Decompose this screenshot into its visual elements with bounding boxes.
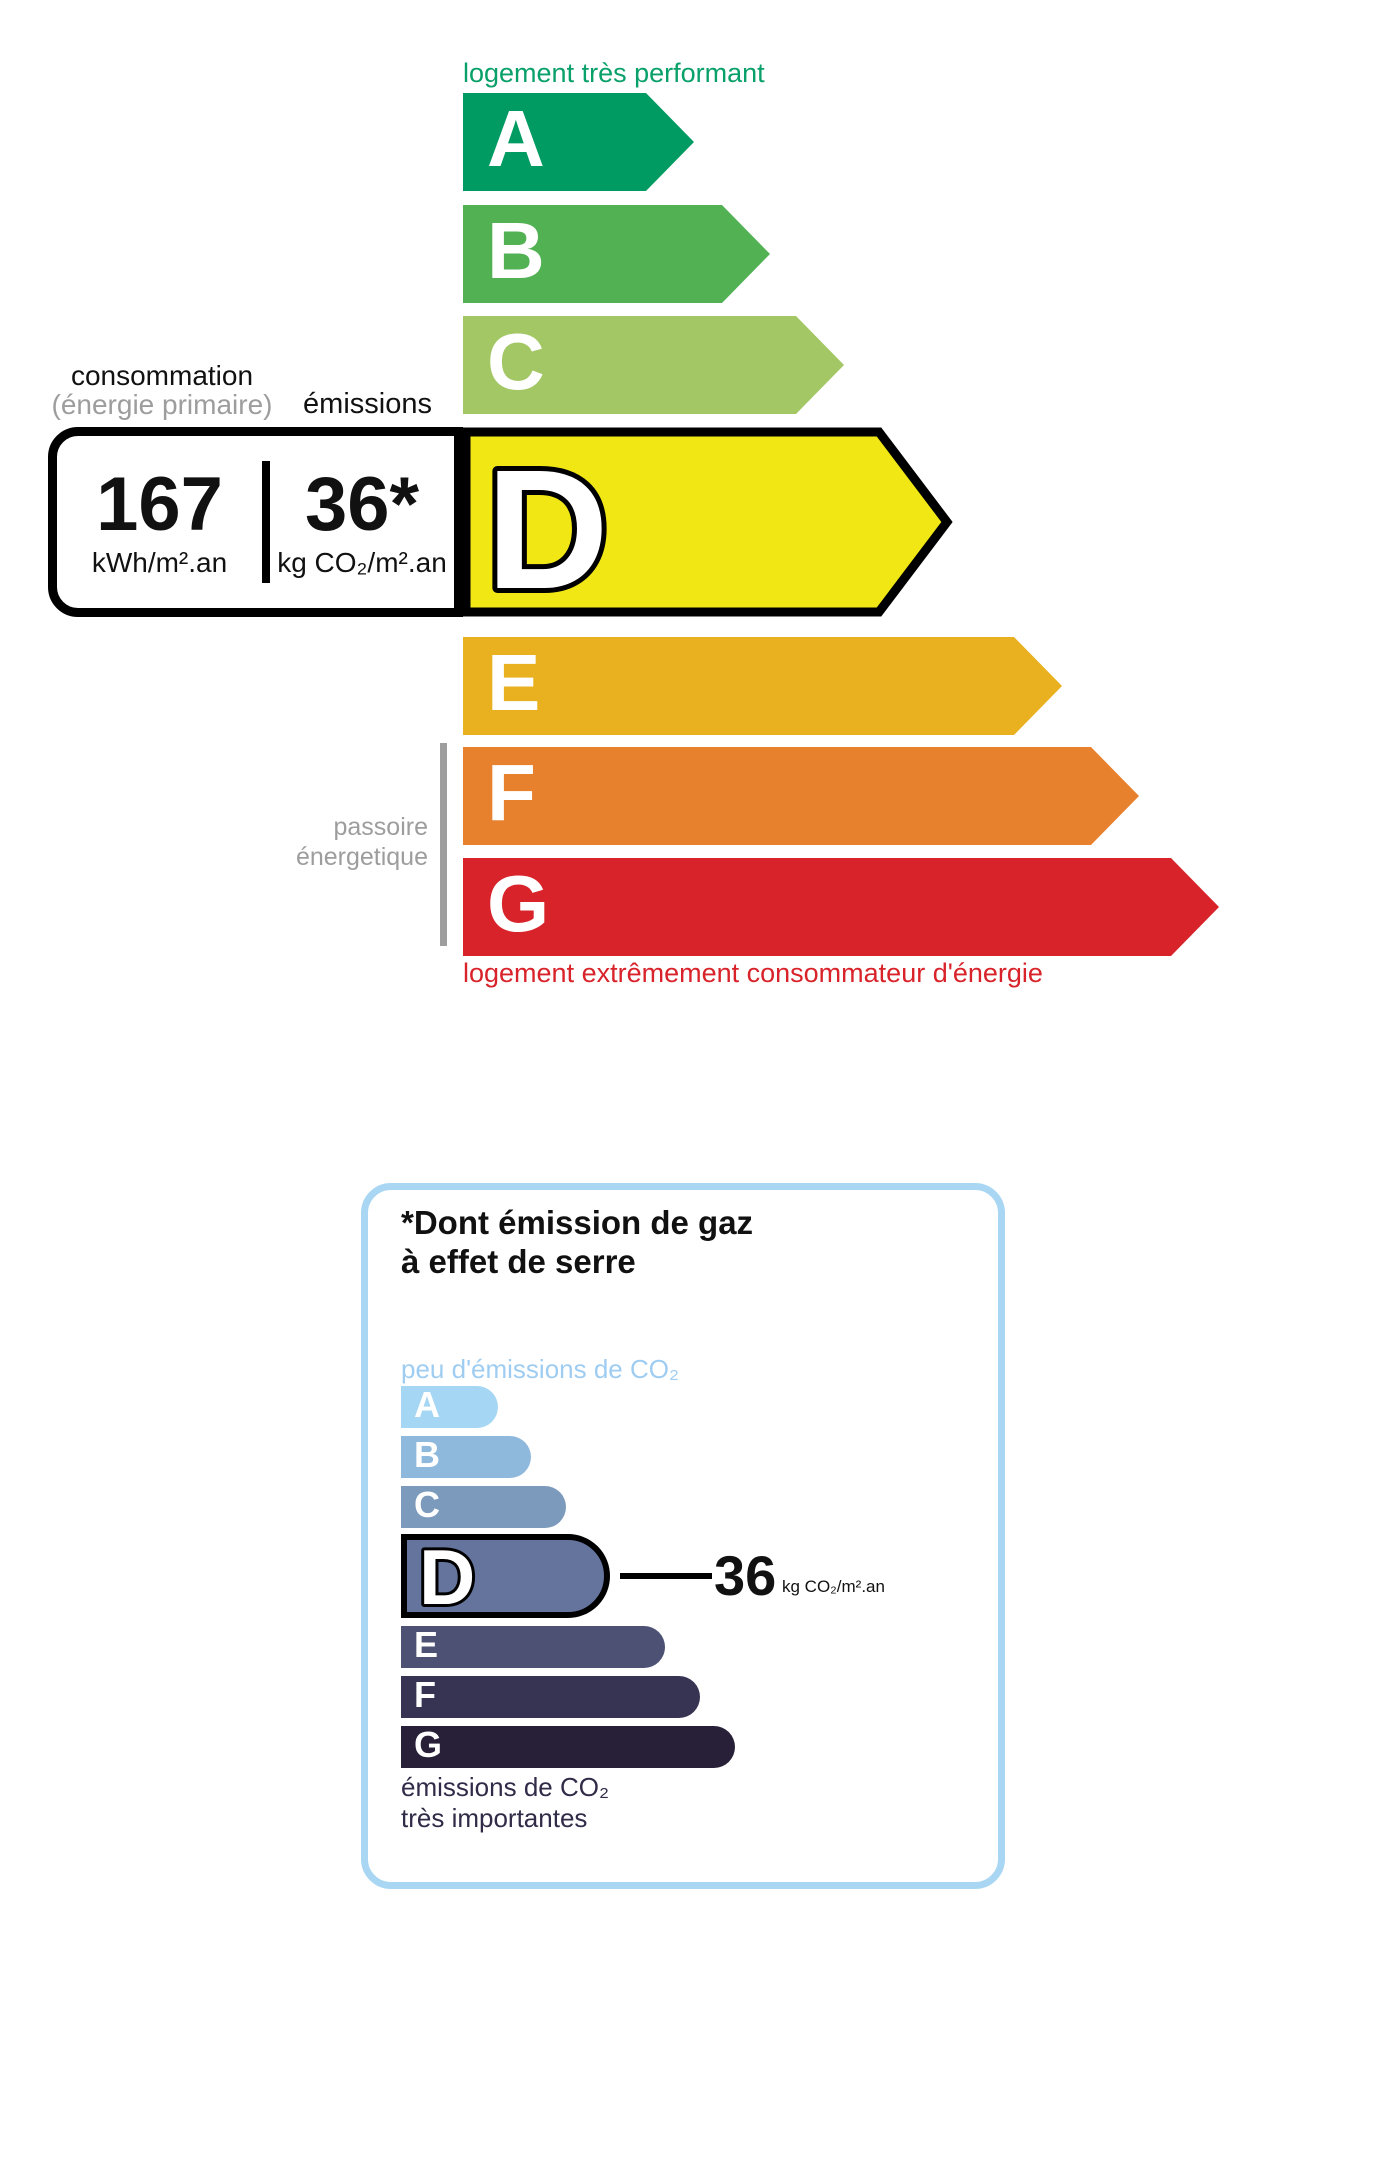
value-box: 167 kWh/m².an 36* kg CO₂/m².an <box>48 427 463 617</box>
co2-connector-line <box>620 1573 712 1579</box>
energy-arrow-f: F <box>463 747 1139 845</box>
energy-arrow-letter: C <box>487 317 545 406</box>
co2-bar-letter: A <box>414 1384 440 1425</box>
passoire-marker-bar <box>440 743 447 946</box>
emissions-unit: kg CO₂/m².an <box>277 547 447 578</box>
emissions-cell: 36* kg CO₂/m².an <box>270 436 454 608</box>
energy-arrow-b: B <box>463 205 770 303</box>
energy-arrow-letter: E <box>487 638 541 727</box>
passoire-label-line2: énergetique <box>295 843 428 871</box>
energy-arrow-letter: G <box>487 859 550 948</box>
class-d-letter: D <box>486 435 609 617</box>
class-d-arrow: D <box>462 427 953 617</box>
emissions-label: émissions <box>303 388 432 420</box>
co2-bar-f: F <box>401 1676 700 1718</box>
value-box-divider <box>262 461 270 583</box>
co2-bar-letter: C <box>414 1484 440 1525</box>
co2-bar-letter: F <box>414 1674 436 1715</box>
class-d-arrow-shape <box>462 427 953 617</box>
co2-selected-letter: D <box>419 1540 475 1614</box>
consumption-unit: kWh/m².an <box>91 547 228 578</box>
co2-title-line1: *Dont émission de gaz <box>401 1204 754 1241</box>
emissions-value: 36* <box>304 462 420 547</box>
co2-title-line2: à effet de serre <box>401 1243 636 1280</box>
co2-bar-d-letter-svg: D <box>416 1530 478 1624</box>
energy-arrow-e: E <box>463 637 1062 735</box>
co2-top-caption: peu d'émissions de CO₂ <box>401 1354 680 1384</box>
energy-arrow-letter: F <box>487 748 536 837</box>
passoire-label: passoire énergetique <box>220 812 428 872</box>
consumption-sublabel: (énergie primaire) <box>51 389 273 420</box>
co2-bar-letter: G <box>414 1724 443 1765</box>
co2-value-unit: kg CO₂/m².an <box>782 1577 885 1596</box>
co2-bottom-caption-line2: très importantes <box>401 1803 588 1833</box>
co2-value: 36 <box>714 1544 777 1607</box>
passoire-label-line1: passoire <box>333 813 429 841</box>
consumption-cell: 167 kWh/m².an <box>57 436 262 608</box>
energy-arrow-g: G <box>463 858 1219 956</box>
consumption-value: 167 <box>96 462 223 547</box>
co2-bar-c: C <box>401 1486 566 1528</box>
top-caption: logement très performant <box>463 58 765 88</box>
co2-panel: *Dont émission de gaz à effet de serre p… <box>361 1183 1005 1889</box>
bottom-caption: logement extrêmement consommateur d'éner… <box>463 958 1043 988</box>
co2-bar-b: B <box>401 1436 531 1478</box>
consumption-label: consommation <box>70 360 254 391</box>
co2-bar-g: G <box>401 1726 735 1768</box>
energy-arrow-letter: B <box>487 206 545 295</box>
energy-arrow-a: A <box>463 93 694 191</box>
co2-bottom-caption-line1: émissions de CO₂ <box>401 1772 610 1802</box>
co2-bar-letter: E <box>414 1624 439 1665</box>
co2-bottom-caption: émissions de CO₂ très importantes <box>401 1772 609 1834</box>
co2-bar-e: E <box>401 1626 665 1668</box>
co2-panel-title: *Dont émission de gaz à effet de serre <box>401 1203 753 1281</box>
co2-bar-letter: B <box>414 1434 440 1475</box>
co2-bar-d: D <box>401 1530 610 1624</box>
energy-arrow-c: C <box>463 316 844 414</box>
energy-arrow-letter: A <box>487 94 545 183</box>
co2-bar-a: A <box>401 1386 498 1428</box>
consumption-label-block: consommation (énergie primaire) <box>32 361 292 419</box>
